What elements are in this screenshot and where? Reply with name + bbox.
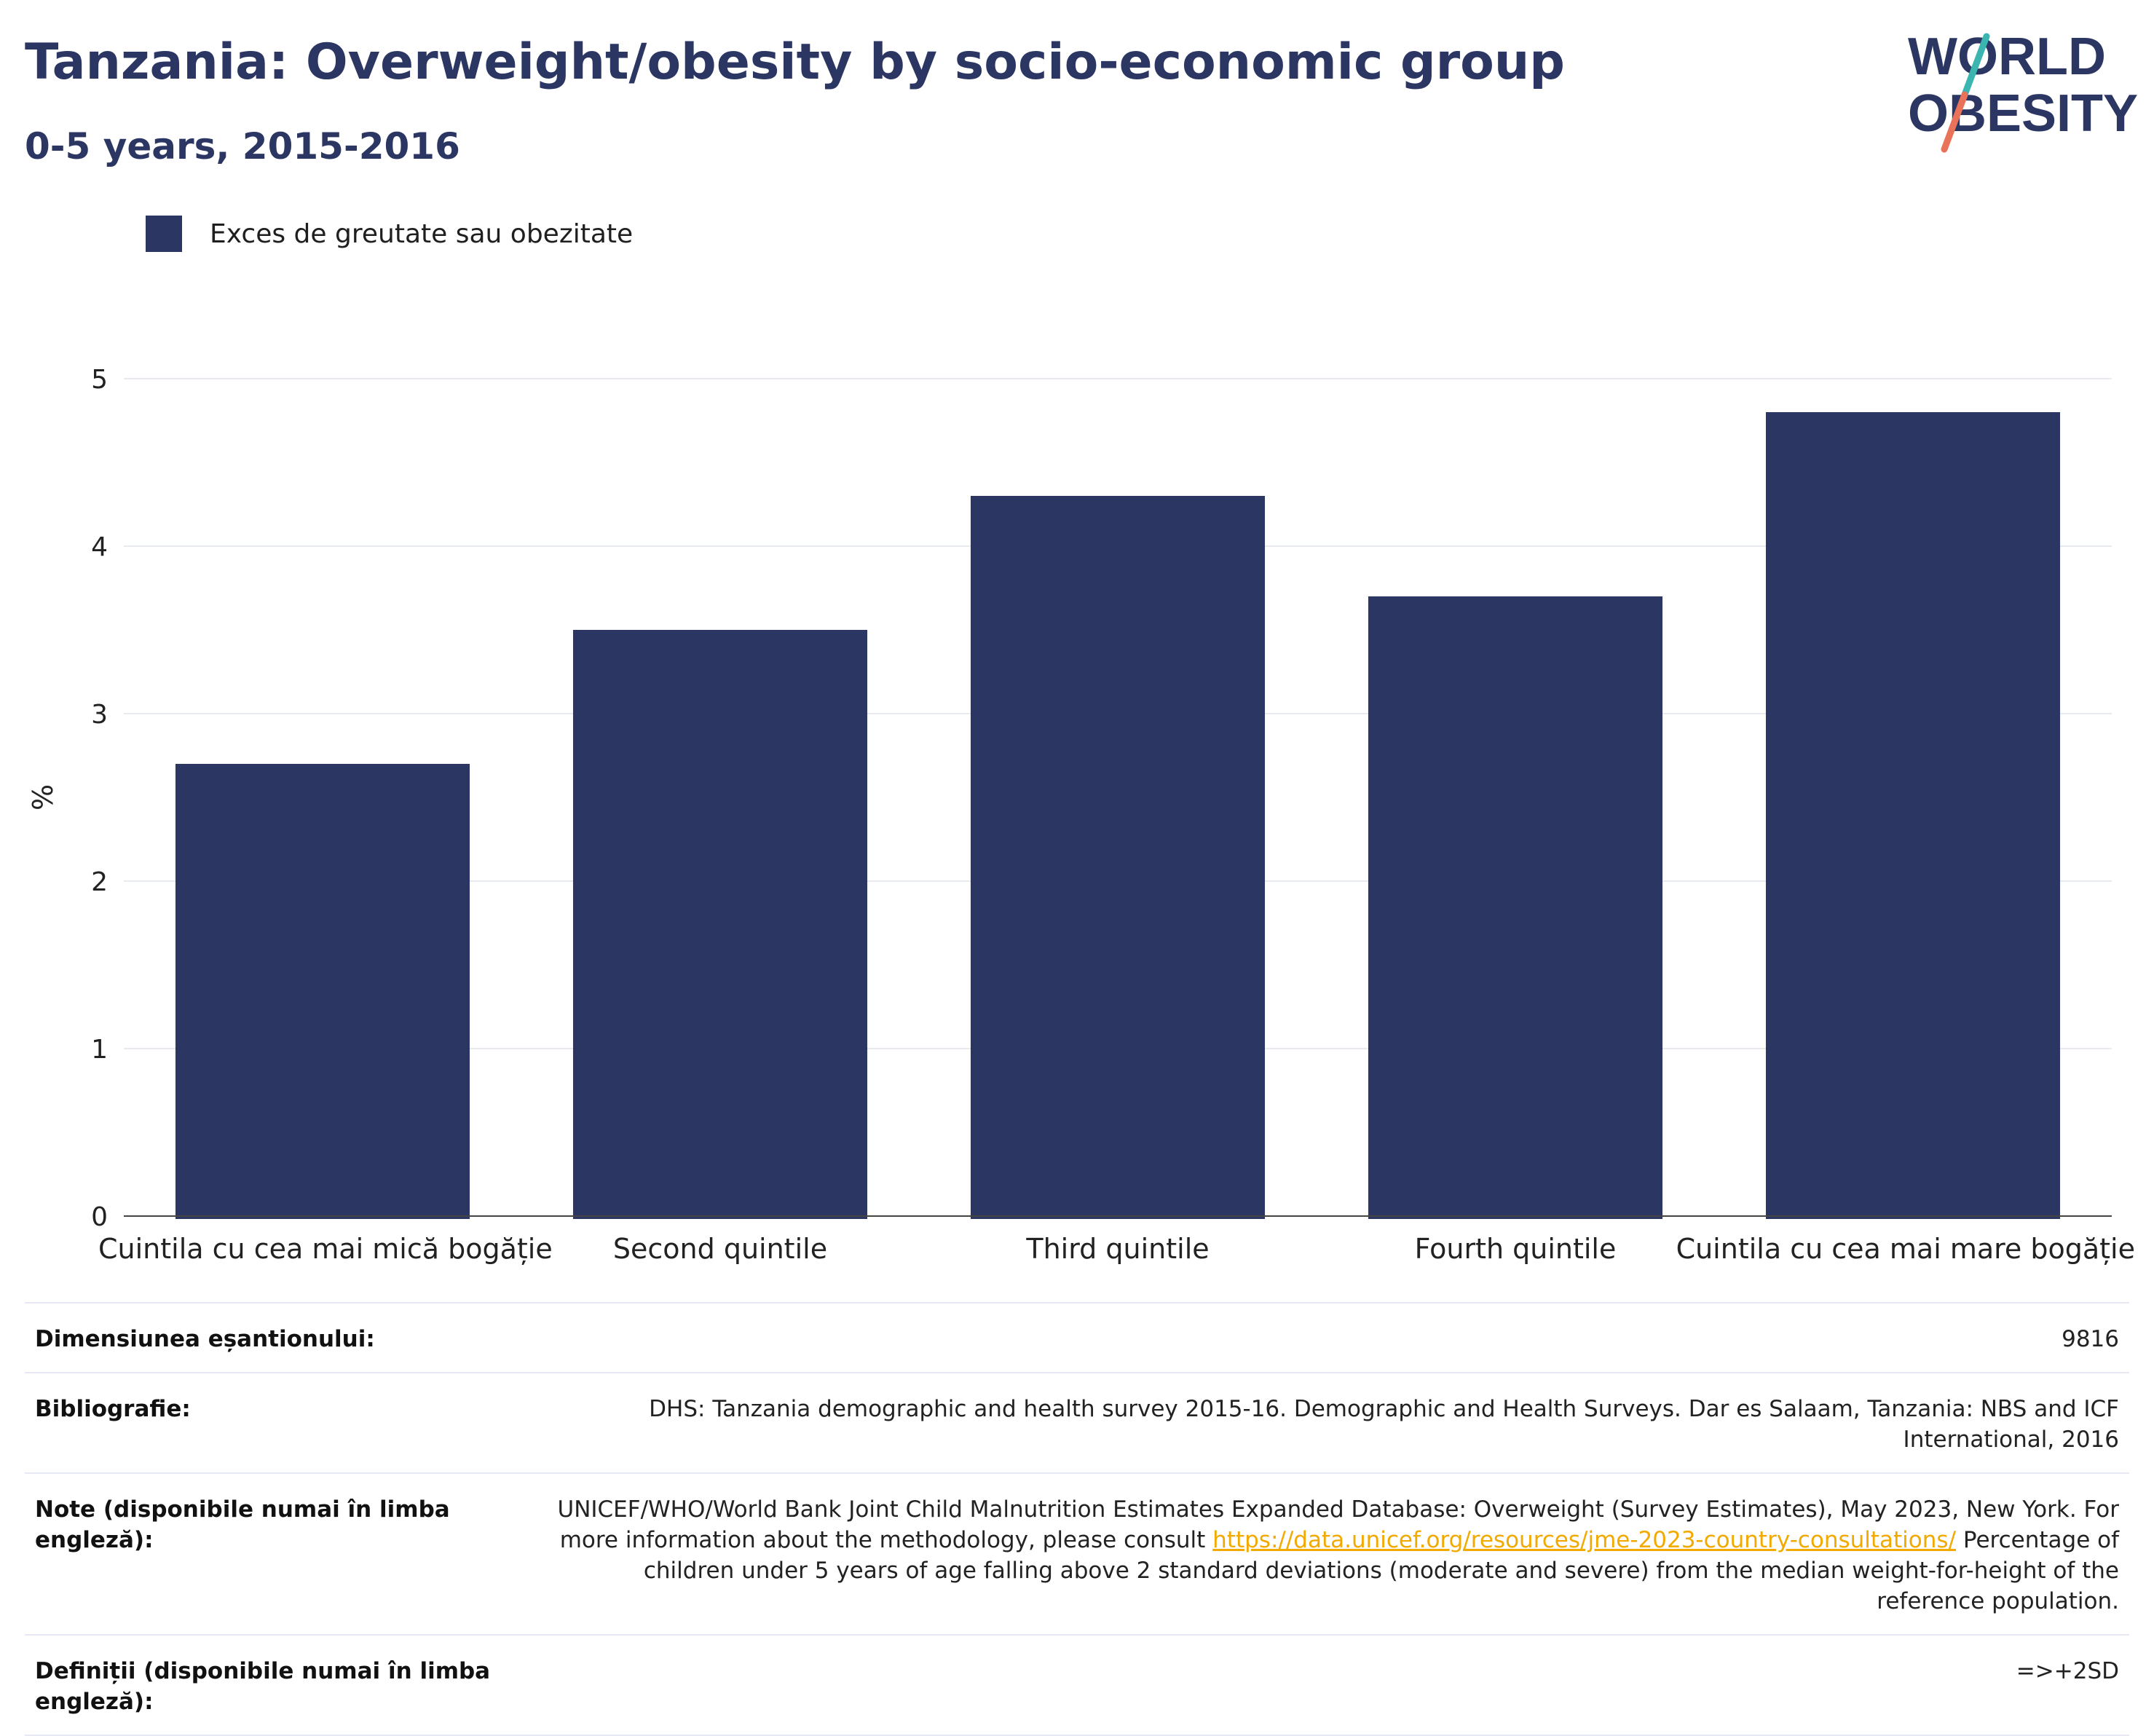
logo-slash-bottom	[1941, 91, 1968, 153]
x-category-label: Cuintila cu cea mai mare bogăție	[1676, 1233, 2135, 1265]
bar	[1368, 596, 1663, 1219]
y-tick-label: 2	[91, 867, 108, 897]
world-obesity-logo: WORLD OBESITY	[1908, 28, 2138, 153]
meta-row-bibliography: Bibliografie: DHS: Tanzania demographic …	[25, 1372, 2129, 1472]
bar	[1765, 412, 2061, 1219]
bibliography-label: Bibliografie:	[35, 1396, 191, 1422]
y-axis-label: %	[27, 784, 59, 810]
chart-subtitle: 0-5 years, 2015-2016	[25, 125, 460, 167]
notes-label: Note (disponibile numai în limba engleză…	[35, 1496, 450, 1553]
bar	[572, 630, 868, 1219]
metadata-table: Dimensiunea eșantionului: 9816 Bibliogra…	[25, 1302, 2129, 1736]
legend-label: Exces de greutate sau obezitate	[210, 218, 634, 249]
meta-row-sample-size: Dimensiunea eșantionului: 9816	[25, 1302, 2129, 1372]
x-category-label: Second quintile	[613, 1233, 827, 1265]
y-tick-label: 5	[91, 365, 108, 395]
logo-line2: OBESITY	[1908, 84, 2138, 143]
labels: 0 1 2 3 4 5 Cuintila cu cea mai mică bogăție Se…	[27, 365, 2135, 1265]
definitions-value: =>+2SD	[2016, 1658, 2119, 1684]
y-tick-label: 1	[91, 1035, 108, 1065]
logo-line1: WORLD	[1908, 28, 2106, 86]
notes-link[interactable]: https://data.unicef.org/resources/jme-20…	[1212, 1527, 1957, 1553]
sample-size-label: Dimensiunea eșantionului:	[35, 1326, 375, 1352]
x-category-label: Fourth quintile	[1415, 1233, 1617, 1265]
legend-swatch	[146, 216, 182, 252]
x-category-label: Third quintile	[1025, 1233, 1209, 1265]
bar	[970, 496, 1266, 1219]
chart-legend: Exces de greutate sau obezitate	[146, 216, 633, 252]
definitions-label: Definiții (disponibile numai în limba en…	[35, 1658, 491, 1715]
bibliography-value: DHS: Tanzania demographic and health sur…	[649, 1396, 2119, 1453]
bar-chart: 0 1 2 3 4 5 Cuintila cu cea mai mică bogăție Se…	[27, 365, 2135, 1265]
bar	[175, 764, 470, 1219]
x-category-label: Cuintila cu cea mai mică bogăție	[98, 1233, 553, 1265]
y-tick-label: 0	[91, 1202, 108, 1232]
bars	[175, 412, 2061, 1219]
y-tick-label: 4	[91, 532, 108, 562]
notes-text-after: Percentage of children under 5 years of …	[643, 1527, 2119, 1614]
logo-slash-top	[1961, 33, 1990, 98]
meta-row-definitions: Definiții (disponibile numai în limba en…	[25, 1634, 2129, 1736]
sample-size-value: 9816	[2062, 1326, 2119, 1352]
notes-text-before: UNICEF/WHO/World Bank Joint Child Malnut…	[557, 1496, 2120, 1553]
notes-value: UNICEF/WHO/World Bank Joint Child Malnut…	[530, 1494, 2120, 1617]
meta-row-notes: Note (disponibile numai în limba engleză…	[25, 1472, 2129, 1634]
y-tick-label: 3	[91, 700, 108, 730]
chart-title: Tanzania: Overweight/obesity by socio-ec…	[25, 33, 1565, 91]
